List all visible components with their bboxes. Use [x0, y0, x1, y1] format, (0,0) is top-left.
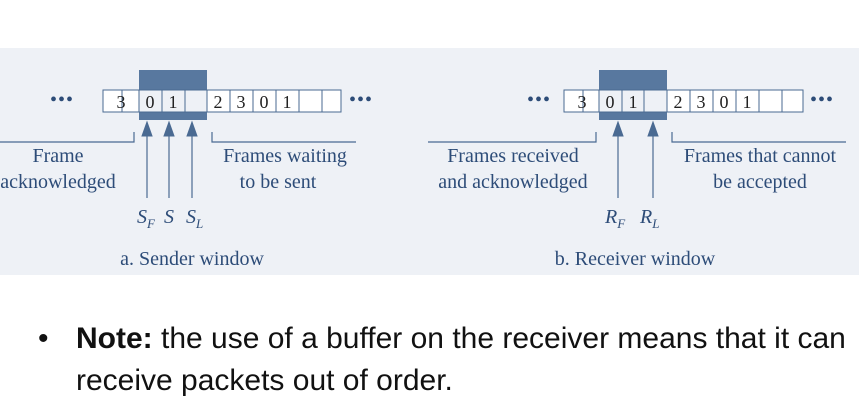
receiver-ack-label-line2: and acknowledged	[438, 171, 587, 193]
sender-left-ellipsis: •••	[50, 89, 74, 111]
sender-waiting-label-line2: to be sent	[240, 171, 317, 193]
sender-cell-label: 3	[237, 92, 246, 112]
sender-ack-label-line2: acknowledged	[0, 171, 116, 193]
sender-s-label: S	[164, 206, 174, 228]
receiver-pointer-arrows	[612, 120, 659, 198]
receiver-cell-label: 3	[578, 92, 587, 112]
sender-waiting-bracket	[211, 132, 356, 143]
receiver-right-ellipsis: •••	[810, 89, 834, 111]
sender-sf-label: S	[137, 206, 147, 228]
receiver-cell-label: 1	[743, 92, 752, 112]
receiver-rejected-label-line2: be accepted	[713, 171, 807, 193]
sender-waiting-label-line1: Frames waiting	[223, 145, 347, 167]
receiver-caption: b. Receiver window	[555, 248, 716, 270]
receiver-ack-bracket	[428, 132, 597, 143]
bullet-icon: •	[38, 322, 49, 355]
sender-sl-subscript: L	[195, 216, 203, 231]
note-body: the use of a buffer on the receiver mean…	[76, 322, 846, 397]
note-text-block: Note: the use of a buffer on the receive…	[76, 318, 848, 402]
window-diagram: ••• 3 0 1 2 3 0 1 •••	[0, 48, 859, 275]
receiver-rf-label: R	[604, 206, 617, 228]
sender-ack-label-line1: Frame	[32, 145, 83, 167]
sender-cell-label: 1	[283, 92, 292, 112]
receiver-rejected-bracket	[671, 132, 846, 143]
receiver-rejected-label-line1: Frames that cannot	[684, 145, 837, 167]
receiver-ack-label-line1: Frames received	[447, 145, 579, 167]
sender-sl-label: S	[186, 206, 196, 228]
receiver-cell-label: 1	[629, 92, 638, 112]
sender-right-ellipsis: •••	[349, 89, 373, 111]
receiver-window: ••• 3 0 1 2 3 0 1 •••	[428, 70, 846, 270]
sender-cell-label: 2	[214, 92, 223, 112]
sender-cell-label: 3	[117, 92, 126, 112]
sender-sf-subscript: F	[146, 216, 156, 231]
sender-ack-bracket	[0, 132, 135, 143]
sender-caption: a. Sender window	[120, 248, 264, 270]
receiver-cell-label: 2	[674, 92, 683, 112]
sender-cell-label: 0	[146, 92, 155, 112]
sender-cell-label: 1	[169, 92, 178, 112]
receiver-cell-label: 0	[606, 92, 615, 112]
receiver-left-ellipsis: •••	[527, 89, 551, 111]
note-label: Note:	[76, 322, 153, 355]
receiver-rf-subscript: F	[616, 216, 626, 231]
sender-window: ••• 3 0 1 2 3 0 1 •••	[0, 70, 373, 270]
sender-cell-label: 0	[260, 92, 269, 112]
window-diagram-svg: ••• 3 0 1 2 3 0 1 •••	[0, 70, 846, 270]
receiver-rl-label: R	[639, 206, 652, 228]
receiver-pointer-labels: RF RL	[604, 206, 659, 231]
note-bullet-item: • Note: the use of a buffer on the recei…	[38, 318, 848, 402]
receiver-cell-label: 0	[720, 92, 729, 112]
receiver-cell-label: 3	[697, 92, 706, 112]
sender-pointer-arrows	[141, 120, 198, 198]
sender-pointer-labels: SF S SL	[137, 206, 203, 231]
receiver-rl-subscript: L	[651, 216, 659, 231]
